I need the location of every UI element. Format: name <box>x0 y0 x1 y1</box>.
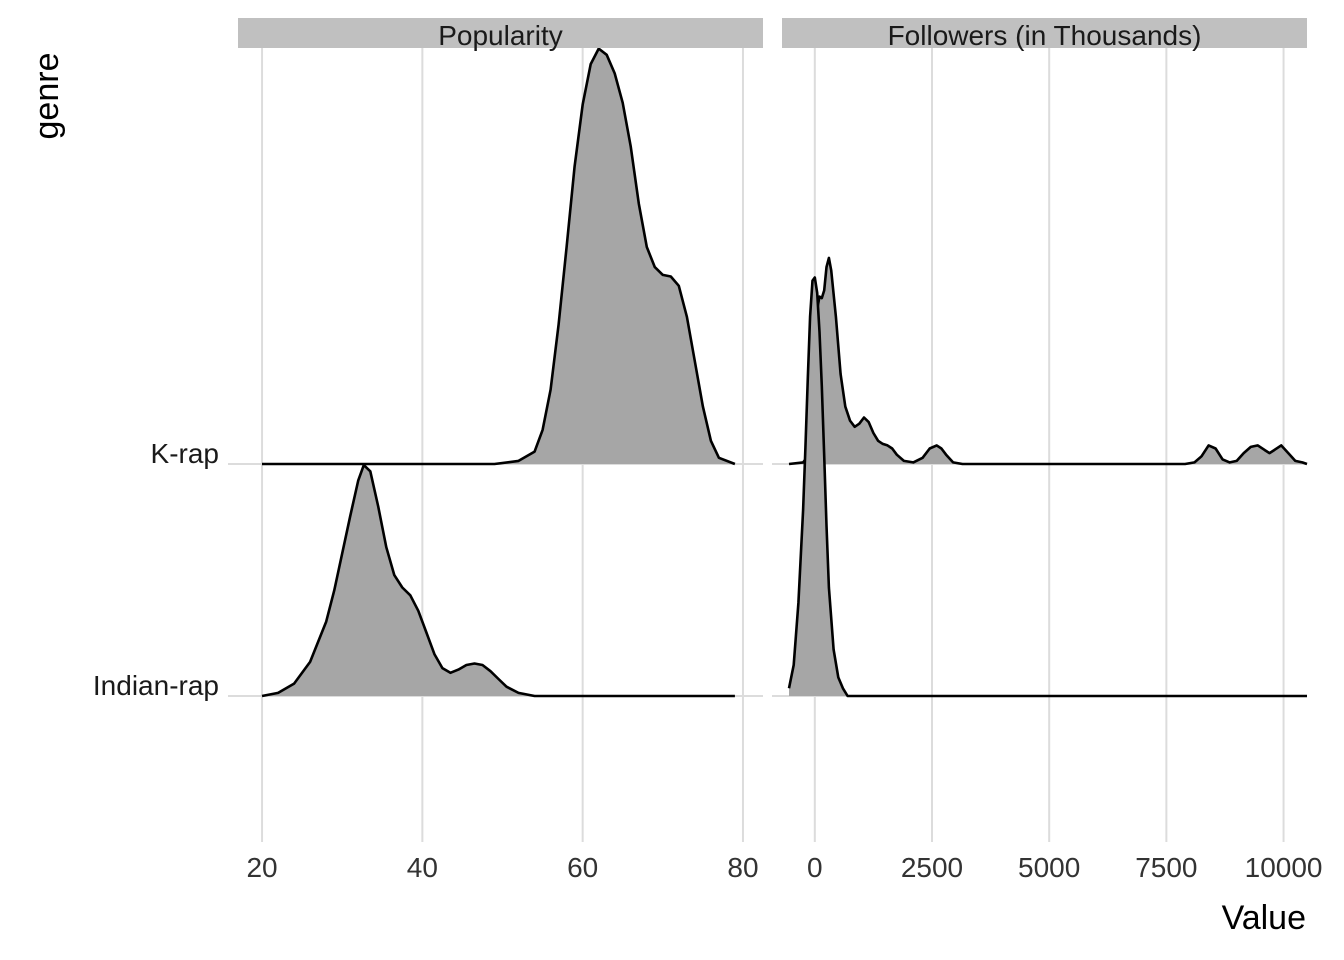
x-tick-label-followers-7500: 7500 <box>1135 852 1197 883</box>
ridge-line-popularity-k-rap <box>262 47 736 466</box>
facet-title-popularity: Popularity <box>438 20 563 51</box>
x-tick-label-popularity-20: 20 <box>246 852 277 883</box>
ridge-area-followers-k-rap <box>789 257 1307 464</box>
ridge-layer <box>261 47 1308 698</box>
ridge-line-followers-indian-rap <box>787 276 1307 698</box>
ridge-line-followers-k-rap <box>788 256 1308 466</box>
x-tick-label-followers-5000: 5000 <box>1018 852 1080 883</box>
x-tick-label-followers-0: 0 <box>807 852 823 883</box>
genre-label-k-rap: K-rap <box>151 438 219 469</box>
x-tick-label-popularity-80: 80 <box>727 852 758 883</box>
strip-layer: Popularity Followers (in Thousands) <box>238 18 1307 51</box>
x-axis-title: Value <box>1222 899 1306 937</box>
x-tick-label-popularity-60: 60 <box>567 852 598 883</box>
x-tick-label-popularity-40: 40 <box>407 852 438 883</box>
ridge-area-popularity-indian-rap <box>262 465 735 696</box>
facet-strip-followers <box>782 18 1307 48</box>
genre-label-indian-rap: Indian-rap <box>93 670 219 701</box>
facet-title-followers: Followers (in Thousands) <box>888 20 1202 51</box>
y-axis-title: genre <box>28 53 66 140</box>
grid-layer <box>228 48 1307 842</box>
label-layer: Indian-rap K-rap 20 40 60 80 0 2500 5000 7500 1000… <box>93 438 1323 883</box>
facet-strip-popularity <box>238 18 763 48</box>
x-tick-label-followers-10000: 10000 <box>1245 852 1323 883</box>
ridge-area-popularity-k-rap <box>262 48 735 464</box>
x-tick-label-followers-2500: 2500 <box>901 852 963 883</box>
ridge-line-popularity-indian-rap <box>261 463 735 698</box>
ridge-area-followers-indian-rap <box>789 277 1307 696</box>
